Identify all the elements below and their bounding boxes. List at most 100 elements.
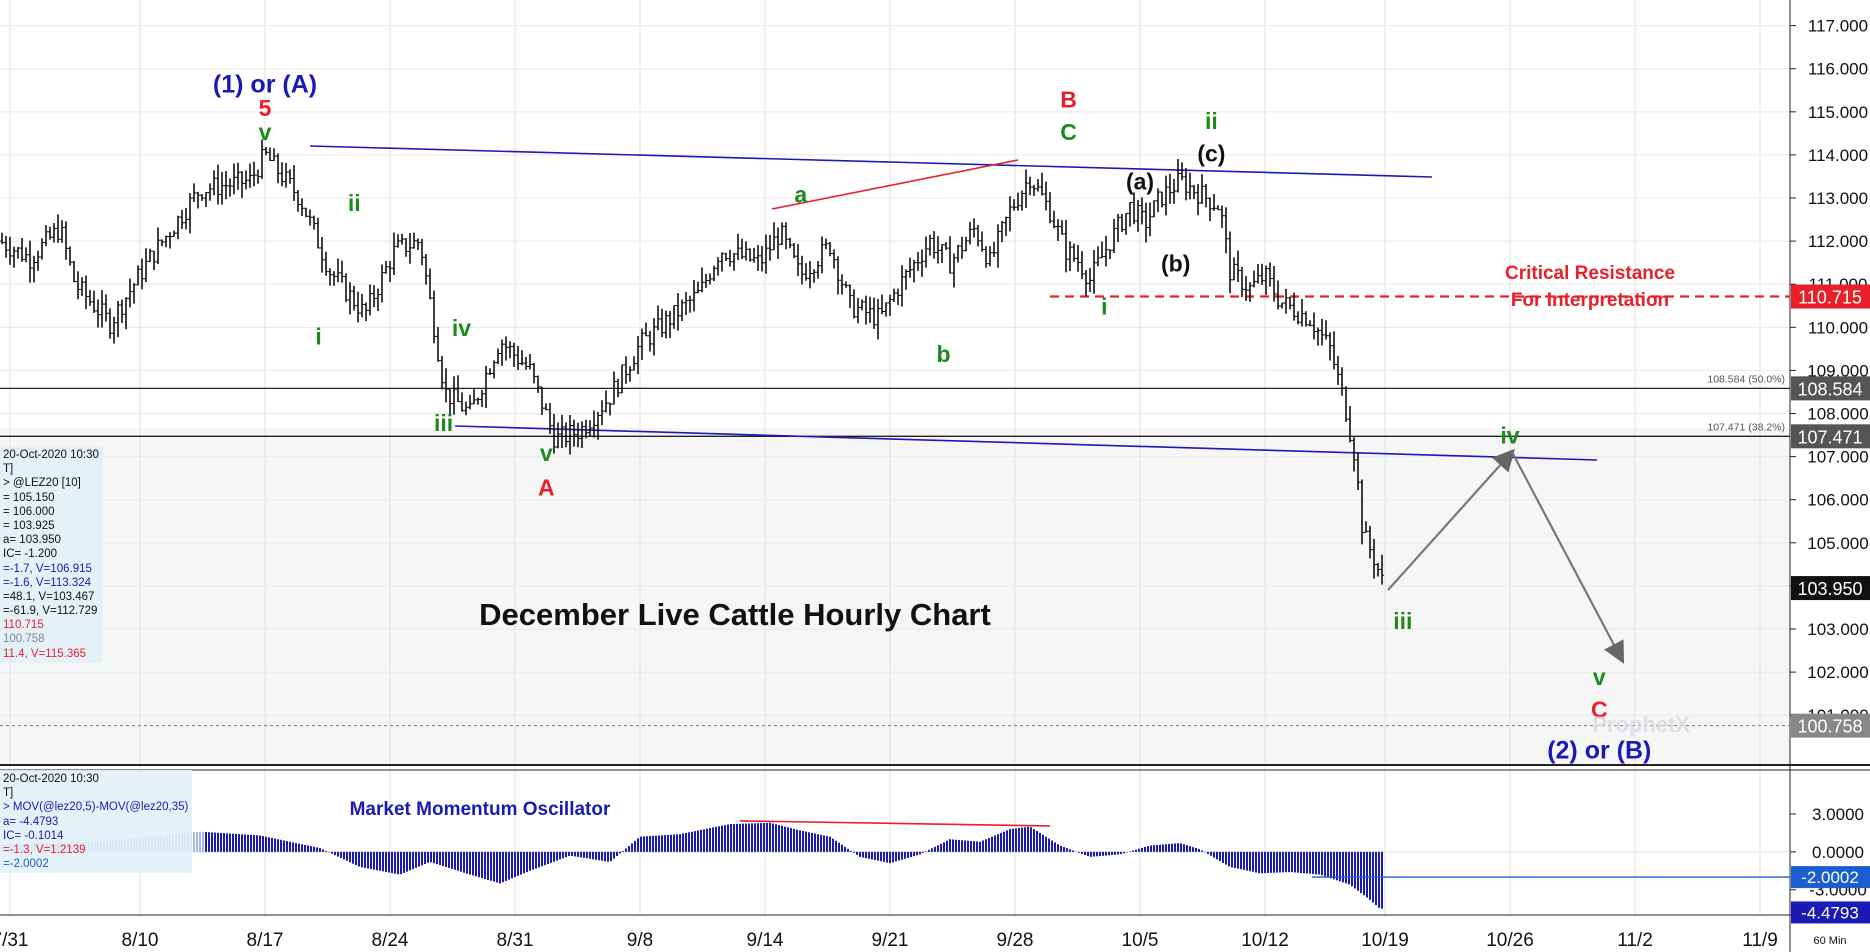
wave-label: ii bbox=[348, 190, 361, 216]
price-tick-label: 108.000 bbox=[1807, 405, 1868, 424]
grid bbox=[0, 0, 1790, 915]
info-line: = 105.150 bbox=[3, 491, 55, 504]
oscillator-info-panel: 20-Oct-2020 10:30 T] > MOV(@lez20,5)-MOV(@… bbox=[0, 770, 193, 874]
date-axis: 7/31 8/10 8/17 8/24 8/31 9/8 9/14 9/21 9/28 10/5 1… bbox=[0, 930, 1778, 951]
osc-info-line: =-2.0002 bbox=[3, 858, 49, 871]
price-tags: 110.715 108.584 107.471 103.950 100.758 bbox=[1791, 284, 1870, 738]
price-tick-label: 103.000 bbox=[1807, 620, 1868, 639]
wave-label: (2) or (B) bbox=[1547, 736, 1651, 764]
lower-trendline bbox=[454, 425, 1598, 461]
price-tag-box bbox=[1791, 424, 1870, 449]
price-tick-label: 115.000 bbox=[1808, 103, 1868, 122]
price-tick-label: 110.000 bbox=[1808, 318, 1868, 337]
date-tick-label: 7/31 bbox=[0, 930, 28, 951]
price-tick-label: 102.000 bbox=[1807, 663, 1868, 682]
info-line: =-61.9, V=112.729 bbox=[3, 605, 98, 618]
projection-down-arrow bbox=[1511, 451, 1625, 664]
date-tick-label: 10/26 bbox=[1486, 930, 1534, 951]
osc-price-tag-label: -2.0002 bbox=[1801, 868, 1859, 887]
info-line: T] bbox=[3, 463, 14, 476]
wave-label: v bbox=[259, 119, 272, 145]
wave-label: b bbox=[937, 341, 951, 367]
wave-label: B bbox=[1060, 87, 1077, 113]
wave-label: iv bbox=[1500, 423, 1519, 449]
date-tick-label: 11/2 bbox=[1617, 930, 1653, 951]
price-axis: 117.000 116.000 115.000 114.000 113.000 112.0… bbox=[1790, 17, 1869, 725]
info-line: IC= -1.200 bbox=[3, 548, 58, 561]
price-tag-box bbox=[1791, 576, 1870, 601]
osc-info-line: a= -4.4793 bbox=[3, 815, 59, 828]
wave-label: i bbox=[1101, 293, 1107, 319]
price-bars bbox=[0, 139, 1384, 585]
wave-label: a bbox=[794, 181, 807, 207]
wave-label: A bbox=[538, 474, 555, 500]
wave-label: ii bbox=[1205, 108, 1218, 134]
wave-label: v bbox=[540, 440, 553, 466]
info-line: =-1.7, V=106.915 bbox=[3, 562, 92, 575]
osc-tick-label: 3.0000 bbox=[1812, 805, 1864, 824]
wave-label: (1) or (A) bbox=[213, 70, 317, 98]
wave-label: 5 bbox=[259, 95, 272, 121]
osc-tick-label: 0.0000 bbox=[1812, 843, 1864, 862]
wave-labels: (1) or (A)5viiiiiiivvAabBCi(a)(b)ii(c)ii… bbox=[213, 70, 1651, 764]
timeframe-label: 60 Min bbox=[1813, 935, 1846, 947]
price-tag-label: 103.950 bbox=[1797, 579, 1862, 599]
date-tick-label: 8/10 bbox=[122, 930, 159, 951]
date-tick-label: 9/8 bbox=[627, 930, 653, 951]
wave-label: C bbox=[1060, 119, 1077, 145]
main-info-panel: 20-Oct-2020 10:30 T] > @LEZ20 [10] = 105.15… bbox=[0, 446, 103, 663]
price-tag-label: 100.758 bbox=[1797, 717, 1862, 737]
info-line: > @LEZ20 [10] bbox=[3, 477, 81, 490]
chart-title: December Live Cattle Hourly Chart bbox=[479, 597, 991, 632]
date-tick-label: 10/5 bbox=[1122, 930, 1159, 951]
osc-divergence-line bbox=[739, 820, 1051, 827]
osc-info-line: 20-Oct-2020 10:30 bbox=[3, 773, 99, 785]
wave-label: (c) bbox=[1197, 140, 1225, 166]
critical-resistance-label: Critical Resistance bbox=[1505, 263, 1675, 284]
wave-label: i bbox=[315, 324, 321, 350]
price-tag-label: 107.471 bbox=[1797, 427, 1862, 447]
wave-label: iii bbox=[1393, 608, 1412, 634]
osc-price-tag-box bbox=[1791, 866, 1870, 889]
wave-label: (b) bbox=[1161, 250, 1190, 276]
watermark: ProphetX bbox=[1592, 712, 1690, 737]
wave-label: (a) bbox=[1126, 168, 1154, 194]
info-line: 11.4, V=115.365 bbox=[3, 647, 87, 660]
info-line: = 106.000 bbox=[3, 505, 55, 518]
info-line: =48.1, V=103.467 bbox=[3, 590, 95, 603]
oscillator-title: Market Momentum Oscillator bbox=[350, 799, 611, 820]
date-tick-label: 9/14 bbox=[747, 930, 784, 951]
price-tag-box bbox=[1791, 713, 1870, 738]
price-tick-label: 107.000 bbox=[1807, 448, 1868, 467]
price-tick-label: 112.000 bbox=[1808, 232, 1868, 251]
wave-label: iv bbox=[452, 315, 471, 341]
price-tag-box bbox=[1791, 284, 1870, 309]
price-tag-box bbox=[1791, 376, 1870, 401]
wave-label: iii bbox=[434, 410, 453, 436]
red-wedge-line bbox=[771, 159, 1019, 210]
wave-label: v bbox=[1593, 664, 1606, 690]
wave-label: C bbox=[1591, 696, 1608, 722]
date-tick-label: 10/12 bbox=[1241, 930, 1289, 951]
osc-info-line: T] bbox=[3, 787, 14, 800]
price-tick-label: 106.000 bbox=[1807, 491, 1868, 510]
osc-price-tag-label: -4.4793 bbox=[1801, 903, 1859, 922]
info-line: a= 103.950 bbox=[3, 534, 61, 547]
price-tick-label: 114.000 bbox=[1808, 146, 1868, 165]
info-line: =-1.6, V=113.324 bbox=[3, 576, 92, 589]
date-tick-label: 8/31 bbox=[497, 930, 534, 951]
info-line: 20-Oct-2020 10:30 bbox=[3, 449, 99, 461]
osc-info-line: IC= -0.1014 bbox=[3, 829, 64, 842]
info-line: 110.715 bbox=[3, 619, 44, 632]
fib-level-label: 107.471 (38.2%) bbox=[1707, 421, 1785, 433]
date-tick-label: 10/19 bbox=[1361, 930, 1409, 951]
date-tick-label: 9/28 bbox=[997, 930, 1034, 951]
date-tick-label: 8/17 bbox=[247, 930, 284, 951]
price-tag-label: 110.715 bbox=[1798, 288, 1862, 308]
critical-resistance-label-2: For Interpretation bbox=[1511, 290, 1669, 311]
osc-info-line: =-1.3, V=1.2139 bbox=[3, 843, 86, 856]
lower-shade bbox=[0, 428, 1790, 765]
date-tick-label: 11/9 bbox=[1742, 930, 1778, 951]
upper-trendline bbox=[309, 145, 1433, 178]
